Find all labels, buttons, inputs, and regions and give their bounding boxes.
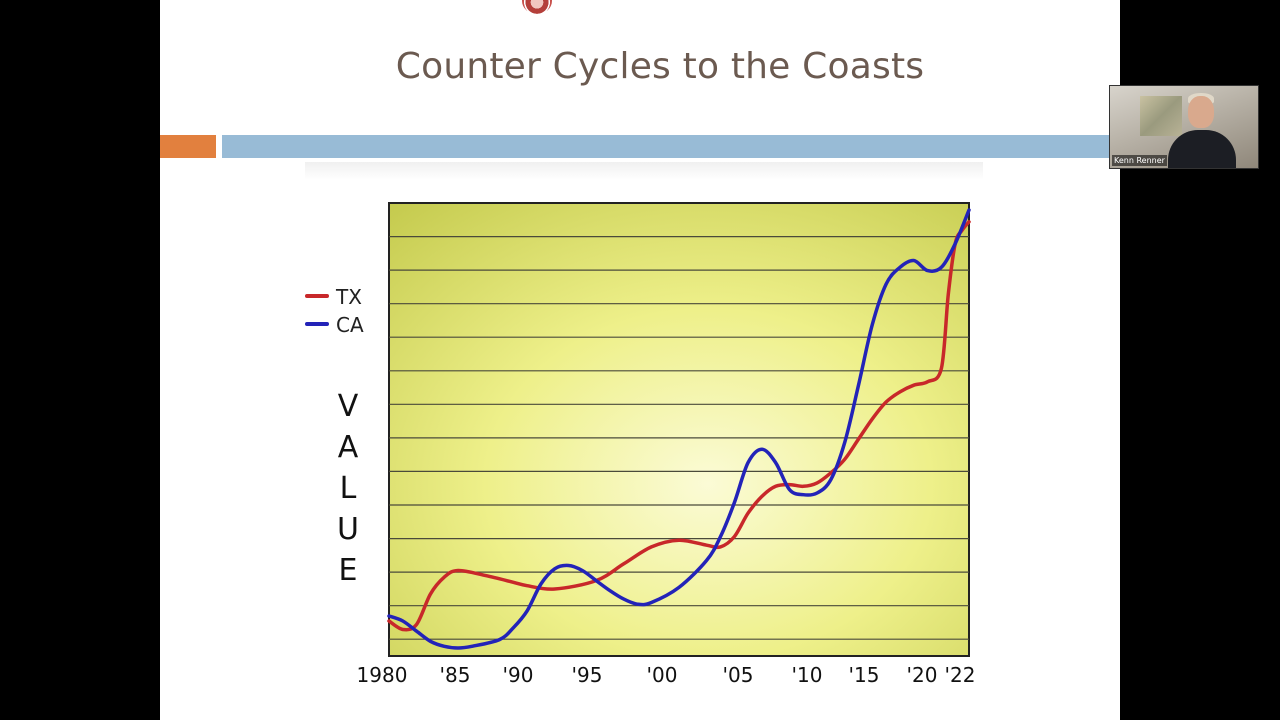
legend-label-tx: TX xyxy=(336,285,362,309)
x-tick-label: '85 xyxy=(439,663,471,687)
legend-label-ca: CA xyxy=(336,313,364,337)
logo-icon xyxy=(522,0,552,14)
y-axis-label: VALUE xyxy=(337,389,359,588)
x-tick-label: '10 xyxy=(791,663,823,687)
presentation-slide: Counter Cycles to the Coasts TX CA VALUE… xyxy=(160,0,1120,720)
x-tick-label: '20 xyxy=(906,663,938,687)
x-tick-label: '22 xyxy=(944,663,976,687)
x-tick-label: '05 xyxy=(722,663,754,687)
x-tick-label: 1980 xyxy=(356,663,408,687)
accent-bar-blue xyxy=(222,135,1120,158)
participant-video-tile[interactable]: Kenn Renner xyxy=(1109,85,1259,169)
x-tick-label: '00 xyxy=(646,663,678,687)
x-tick-label: '15 xyxy=(848,663,880,687)
slide-title: Counter Cycles to the Coasts xyxy=(395,46,925,87)
participant-name: Kenn Renner xyxy=(1112,155,1167,166)
legend-swatch-tx xyxy=(305,294,329,298)
series-line-ca xyxy=(387,208,971,650)
x-tick-label: '90 xyxy=(502,663,534,687)
plot-area xyxy=(388,202,970,657)
gridlines xyxy=(389,236,969,640)
x-tick-label: '95 xyxy=(571,663,603,687)
participant-body xyxy=(1168,130,1236,168)
line-chart xyxy=(387,202,971,657)
chart-shadow xyxy=(305,162,983,180)
participant-face xyxy=(1188,96,1214,128)
background-map xyxy=(1140,96,1182,136)
series-line-tx xyxy=(387,220,971,632)
series-layer xyxy=(387,208,971,650)
accent-bar-orange xyxy=(160,135,216,158)
legend-swatch-ca xyxy=(305,322,329,326)
